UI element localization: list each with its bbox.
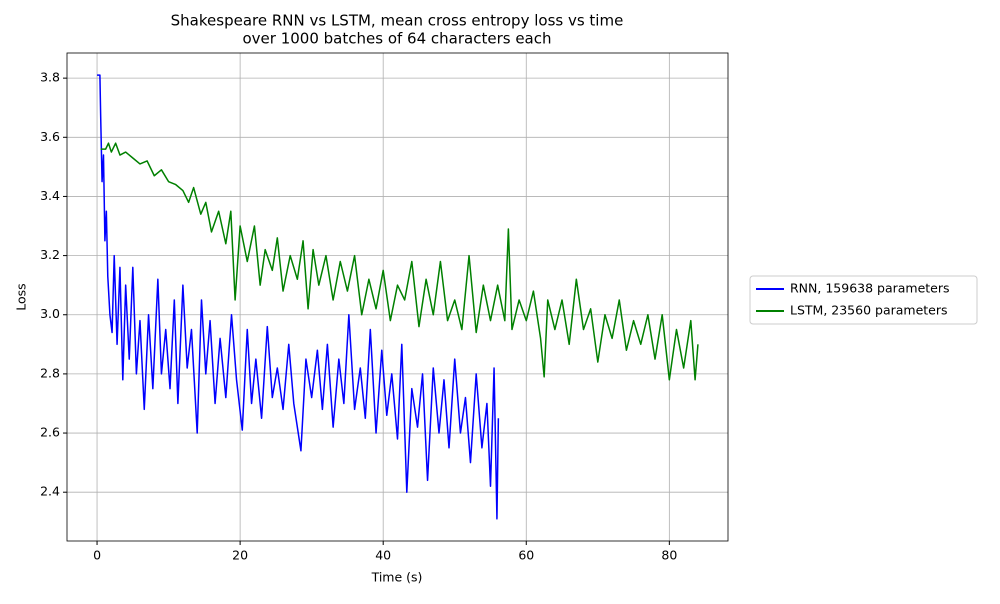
chart-subtitle: over 1000 batches of 64 characters each <box>243 30 552 48</box>
y-tick-label: 3.4 <box>40 188 60 203</box>
line-series <box>97 74 500 520</box>
chart-title: Shakespeare RNN vs LSTM, mean cross entr… <box>171 12 624 30</box>
legend-label: LSTM, 23560 parameters <box>790 303 948 318</box>
x-axis-label: Time (s) <box>371 570 423 585</box>
legend-box <box>749 275 978 325</box>
y-tick-label: 2.8 <box>40 365 60 380</box>
x-tick-label: 0 <box>93 548 101 563</box>
y-tick-label: 2.4 <box>40 484 60 499</box>
x-tick-label: 60 <box>518 548 534 563</box>
y-tick-label: 3.0 <box>40 306 60 321</box>
y-tick-label: 3.6 <box>40 129 60 144</box>
y-tick-label: 3.8 <box>40 70 60 85</box>
x-tick-label: 40 <box>375 548 391 563</box>
line-series <box>100 142 699 381</box>
plot-frame <box>66 52 729 542</box>
y-tick-label: 2.6 <box>40 425 60 440</box>
y-axis-label: Loss <box>14 283 29 310</box>
legend-label: RNN, 159638 parameters <box>790 281 950 296</box>
x-tick-label: 20 <box>232 548 248 563</box>
x-tick-label: 80 <box>661 548 677 563</box>
y-tick-label: 3.2 <box>40 247 60 262</box>
